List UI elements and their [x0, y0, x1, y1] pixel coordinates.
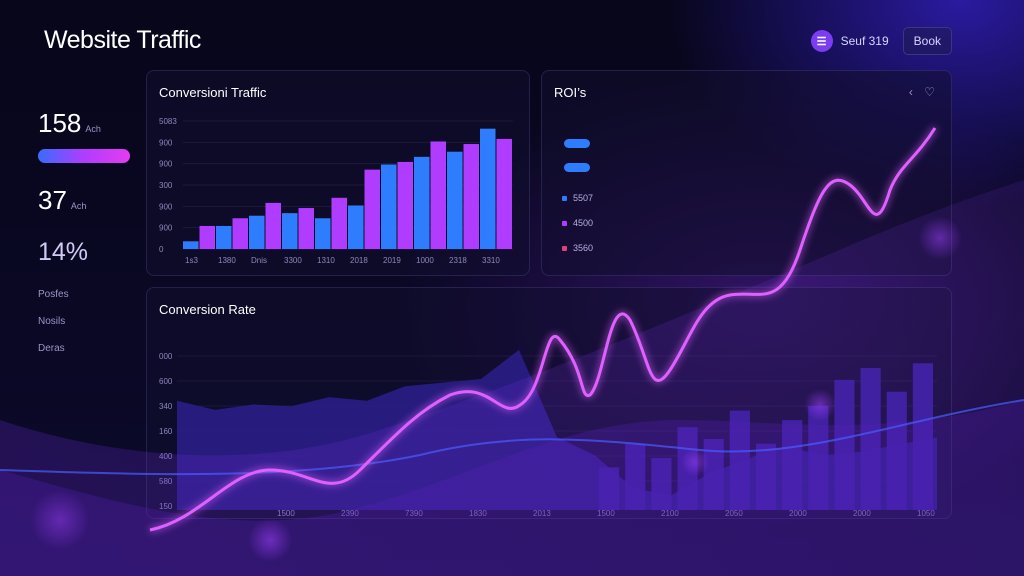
bar — [414, 156, 430, 249]
heart-icon[interactable]: ♡ — [924, 85, 935, 99]
rois-panel-title: ROI’s — [554, 85, 587, 100]
conversion-rate-title: Conversion Rate — [159, 302, 256, 317]
y-tick-label: 900 — [159, 160, 173, 169]
glow-orb — [248, 518, 292, 562]
y-tick-label: 5083 — [159, 117, 177, 126]
bar — [496, 138, 512, 249]
stat-rate: 14% — [38, 238, 89, 266]
bar — [199, 225, 215, 249]
bar — [463, 144, 479, 249]
glow-orb — [681, 448, 709, 476]
header-actions: ☰ Seuf 319 Book — [810, 27, 952, 55]
rois-pill-2 — [564, 163, 590, 172]
user-icon: ☰ — [810, 30, 833, 52]
page-title: Website Traffic — [44, 26, 201, 54]
glow-orb — [30, 490, 90, 550]
bar — [232, 218, 248, 249]
y-tick-label: 600 — [159, 377, 173, 386]
x-tick-label: 2018 — [350, 256, 368, 265]
y-tick-label: 340 — [159, 402, 173, 411]
stat-visitors-unit: Ach — [85, 124, 101, 134]
glow-orb — [918, 216, 962, 260]
y-tick-label: 160 — [159, 427, 173, 436]
y-tick-label: 900 — [159, 202, 173, 211]
bar — [397, 161, 413, 249]
sidebar-link-deras[interactable]: Deras — [38, 343, 65, 354]
bar — [249, 215, 265, 249]
user-label: Seuf 319 — [840, 34, 889, 48]
bar — [298, 208, 314, 249]
x-tick-label: 1310 — [317, 256, 335, 265]
legend-swatch-icon — [562, 245, 567, 251]
x-tick-label: 1380 — [218, 256, 236, 265]
bar — [430, 141, 446, 249]
glow-trend-line — [149, 127, 937, 532]
traffic-bar-chart: 0 900 900 300 900 900 5083 1s3 1380 Dnis 3300 1310 2… — [159, 117, 513, 265]
rois-legend-item-1: 5507 — [562, 193, 593, 203]
sidebar-link-posfes[interactable]: Posfes — [38, 289, 69, 300]
user-chip[interactable]: ☰ Seuf 319 — [810, 30, 889, 52]
bar — [348, 205, 364, 249]
stat-conversions: 37 — [38, 185, 67, 215]
stat-progress-bar — [38, 149, 130, 163]
bar — [216, 225, 232, 249]
legend-label: 3560 — [573, 243, 594, 253]
x-tick-label: 1s3 — [185, 256, 198, 265]
rois-legend-item-2: 4500 — [562, 218, 593, 228]
sidebar-stats: 158 Ach 37 Ach 14% Posfes Nosils Deras — [38, 108, 138, 354]
bar — [183, 241, 199, 249]
bar — [381, 164, 397, 249]
rois-panel-icons: ‹ ♡ — [909, 85, 935, 99]
x-tick-label: Dnis — [251, 256, 267, 265]
stat-conversions-unit: Ach — [70, 201, 87, 211]
x-tick-label: 2019 — [383, 256, 401, 265]
glow-orb — [804, 389, 836, 421]
bar — [364, 169, 380, 249]
blue-trend-line — [0, 399, 1024, 476]
traffic-panel: Conversioni Traffic 0 900 900 300 900 900 5083… — [146, 70, 530, 276]
bar — [282, 213, 298, 249]
legend-swatch-icon — [562, 220, 567, 226]
y-tick-label: 000 — [159, 352, 173, 361]
bar — [265, 202, 281, 249]
bar — [315, 218, 331, 249]
smoke-wave-back — [0, 180, 1024, 576]
sidebar-link-nosils[interactable]: Nosils — [38, 316, 66, 327]
bar — [480, 128, 496, 249]
legend-label: 5507 — [573, 193, 594, 203]
x-tick-label: 1000 — [416, 256, 434, 265]
y-tick-label: 0 — [159, 245, 164, 254]
rois-pill-1 — [564, 139, 590, 148]
x-tick-label: 3310 — [482, 256, 500, 265]
x-tick-label: 3300 — [284, 256, 302, 265]
rois-legend-item-3: 3560 — [562, 243, 593, 253]
y-tick-label: 300 — [159, 181, 173, 190]
x-tick-label: 2318 — [449, 256, 467, 265]
back-icon[interactable]: ‹ — [908, 85, 913, 99]
traffic-panel-title: Conversioni Traffic — [159, 85, 267, 100]
stat-visitors: 158 — [38, 108, 82, 138]
y-tick-label: 900 — [159, 138, 173, 147]
bar — [447, 151, 463, 249]
legend-label: 4500 — [573, 218, 594, 228]
legend-swatch-icon — [562, 195, 567, 201]
book-button[interactable]: Book — [902, 27, 952, 55]
bar — [331, 197, 347, 249]
y-tick-label: 900 — [159, 224, 173, 233]
